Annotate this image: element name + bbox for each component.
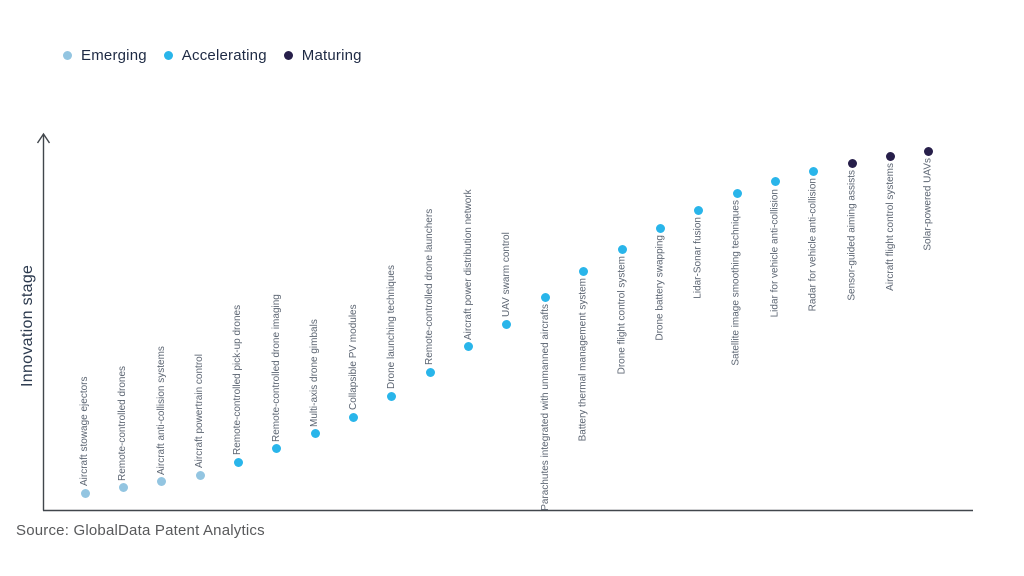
legend-label: Accelerating	[181, 47, 267, 64]
data-point	[195, 470, 205, 480]
data-point-label: Lidar for vehicle anti-collision	[769, 188, 781, 318]
data-point-label: Aircraft flight control systems	[884, 163, 896, 291]
data-point-label: Sensor-guided aiming assists	[846, 170, 858, 301]
data-point-label: Aircraft power distribution network	[462, 189, 474, 340]
data-point-label: Collapsible PV modules	[347, 304, 359, 410]
legend-label: Maturing	[301, 47, 362, 64]
data-point	[617, 244, 627, 254]
data-point	[80, 488, 90, 498]
legend: Emerging Accelerating Maturing	[63, 47, 362, 64]
data-point	[847, 158, 857, 168]
data-point-label: Remote-controlled drone imaging	[270, 294, 282, 442]
data-point	[118, 483, 128, 493]
data-point	[694, 205, 704, 215]
data-point-label: Aircraft anti-collision systems	[155, 345, 167, 475]
data-point	[233, 457, 243, 467]
data-point	[425, 367, 435, 377]
data-point-label: Remote-controlled drones	[117, 365, 129, 481]
data-point-label: Solar-powered UAVs	[922, 158, 934, 251]
data-point-label: Drone battery swapping	[654, 235, 666, 341]
data-point	[502, 319, 512, 329]
data-point-label: Parachutes integrated with unmanned airc…	[539, 304, 551, 511]
data-point-label: Remote-controlled drone launchers	[424, 208, 436, 365]
data-point-label: Aircraft powertrain control	[194, 354, 206, 469]
data-point-label: Battery thermal management system	[577, 278, 589, 442]
data-point	[770, 177, 780, 187]
data-point	[655, 223, 665, 233]
source-note: Source: GlobalData Patent Analytics	[16, 522, 265, 539]
emerging-dot-icon	[63, 51, 72, 60]
data-point-label: Aircraft stowage ejectors	[79, 376, 90, 487]
data-point	[886, 151, 896, 161]
data-point-label: Drone launching techniques	[385, 265, 397, 389]
y-axis-title: Innovation stage	[19, 264, 36, 387]
data-point-label: Lidar-Sonar fusion	[692, 217, 704, 299]
data-point	[387, 391, 397, 401]
axis-arrow-icon	[36, 132, 51, 144]
data-point	[540, 292, 550, 302]
data-point	[732, 188, 742, 198]
legend-label: Emerging	[81, 47, 147, 64]
data-point-label: Radar for vehicle anti-collision	[807, 178, 819, 312]
data-point	[464, 342, 474, 352]
data-point	[349, 412, 359, 422]
data-point	[924, 146, 934, 156]
data-point	[157, 477, 167, 487]
legend-item-accelerating: Accelerating	[163, 47, 267, 64]
data-point	[310, 429, 320, 439]
legend-item-maturing: Maturing	[283, 47, 362, 64]
data-point-label: Drone flight control system	[616, 256, 628, 375]
data-point	[272, 444, 282, 454]
legend-item-emerging: Emerging	[63, 47, 147, 64]
data-point	[809, 166, 819, 176]
maturing-dot-icon	[283, 51, 293, 60]
data-point-label: UAV swarm control	[500, 232, 512, 317]
data-point	[579, 266, 589, 276]
accelerating-dot-icon	[163, 51, 173, 60]
data-point-label: Satellite image smoothing techniques	[731, 200, 743, 366]
data-point-label: Remote-controlled pick-up drones	[232, 304, 244, 455]
data-point-label: Multi-axis drone gimbals	[309, 319, 321, 427]
